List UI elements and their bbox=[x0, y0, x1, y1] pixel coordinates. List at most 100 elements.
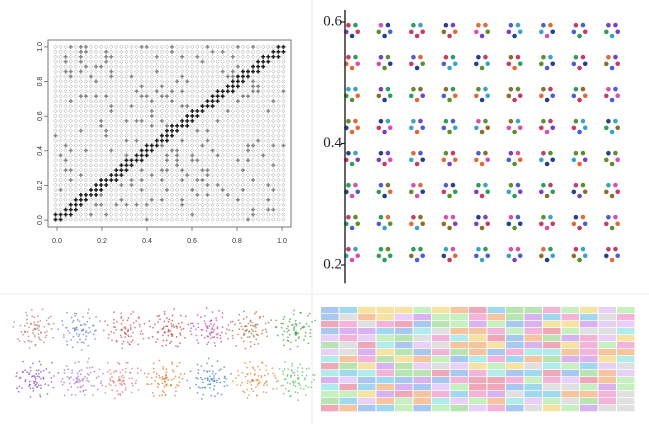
glyph bbox=[88, 138, 94, 143]
color-block bbox=[469, 405, 487, 412]
glyph bbox=[164, 172, 170, 178]
glyph bbox=[93, 128, 99, 133]
dot bbox=[123, 331, 126, 334]
dot bbox=[41, 308, 44, 311]
dot bbox=[385, 86, 391, 92]
dot bbox=[286, 381, 289, 384]
dot bbox=[257, 342, 260, 345]
dot bbox=[485, 29, 491, 35]
glyph bbox=[164, 128, 169, 133]
glyph bbox=[68, 54, 73, 59]
glyph bbox=[164, 153, 169, 158]
dot bbox=[474, 125, 479, 131]
dot bbox=[189, 330, 192, 333]
dot bbox=[262, 384, 265, 387]
dot bbox=[163, 378, 165, 381]
dot bbox=[452, 93, 458, 99]
glyph bbox=[144, 133, 149, 138]
glyph bbox=[88, 94, 94, 99]
glyph bbox=[205, 163, 210, 168]
dot bbox=[197, 372, 200, 375]
dot bbox=[452, 29, 458, 35]
dot bbox=[615, 93, 621, 99]
color-block bbox=[598, 405, 616, 412]
glyph bbox=[109, 113, 114, 119]
glyph bbox=[210, 172, 215, 178]
glyph bbox=[230, 44, 235, 50]
color-block bbox=[413, 391, 431, 398]
dot bbox=[109, 380, 112, 382]
glyph bbox=[255, 163, 261, 168]
glyph bbox=[109, 69, 114, 74]
glyph bbox=[154, 94, 159, 99]
dot bbox=[550, 29, 556, 35]
glyph bbox=[246, 143, 251, 148]
dot bbox=[293, 374, 296, 377]
glyph bbox=[78, 113, 84, 119]
dot bbox=[615, 221, 621, 227]
dot bbox=[508, 22, 514, 28]
dot bbox=[118, 363, 121, 365]
glyph bbox=[230, 192, 235, 198]
glyph bbox=[235, 103, 241, 109]
dot bbox=[179, 326, 182, 328]
glyph bbox=[220, 148, 225, 153]
glyph bbox=[68, 158, 73, 163]
dot bbox=[353, 246, 358, 252]
dot bbox=[70, 393, 73, 396]
dot bbox=[606, 118, 611, 124]
glyph bbox=[63, 128, 68, 133]
dot bbox=[267, 321, 270, 324]
glyph bbox=[164, 44, 170, 50]
glyph bbox=[266, 69, 271, 74]
dot bbox=[265, 391, 268, 394]
dot bbox=[82, 316, 85, 318]
dot bbox=[235, 345, 238, 347]
glyph bbox=[185, 49, 190, 54]
color-block bbox=[617, 356, 635, 363]
glyph bbox=[73, 79, 78, 84]
glyph bbox=[159, 128, 165, 133]
glyph bbox=[215, 94, 220, 99]
glyph bbox=[190, 212, 195, 217]
glyph bbox=[220, 168, 225, 173]
glyph bbox=[250, 128, 256, 133]
glyph bbox=[104, 192, 109, 198]
dot bbox=[252, 390, 255, 393]
glyph bbox=[164, 98, 170, 104]
glyph bbox=[88, 153, 94, 158]
color-block bbox=[524, 398, 542, 405]
glyph bbox=[119, 217, 124, 222]
dot bbox=[139, 332, 142, 335]
glyph bbox=[169, 94, 175, 99]
glyph bbox=[164, 74, 170, 79]
dot bbox=[98, 368, 101, 371]
glyph bbox=[276, 207, 281, 212]
glyph bbox=[129, 64, 134, 69]
glyph bbox=[164, 49, 170, 54]
glyph bbox=[266, 44, 271, 50]
glyph bbox=[210, 113, 215, 119]
glyph bbox=[174, 207, 180, 212]
glyph bbox=[281, 158, 286, 163]
dot bbox=[171, 363, 174, 366]
glyph bbox=[261, 148, 266, 153]
dot bbox=[43, 341, 45, 344]
color-block bbox=[598, 377, 616, 384]
dot bbox=[89, 371, 92, 374]
dot bbox=[294, 322, 297, 325]
dot bbox=[604, 125, 609, 131]
dot bbox=[210, 337, 212, 340]
dot bbox=[293, 326, 296, 329]
dot bbox=[75, 332, 78, 335]
dot bbox=[280, 326, 283, 329]
glyph bbox=[159, 217, 165, 222]
color-block bbox=[413, 356, 431, 363]
glyph bbox=[281, 94, 286, 99]
dot bbox=[123, 376, 126, 379]
glyph bbox=[190, 118, 195, 123]
glyph bbox=[78, 118, 84, 124]
glyph bbox=[235, 177, 241, 183]
glyph bbox=[235, 123, 241, 128]
dot bbox=[305, 322, 308, 325]
